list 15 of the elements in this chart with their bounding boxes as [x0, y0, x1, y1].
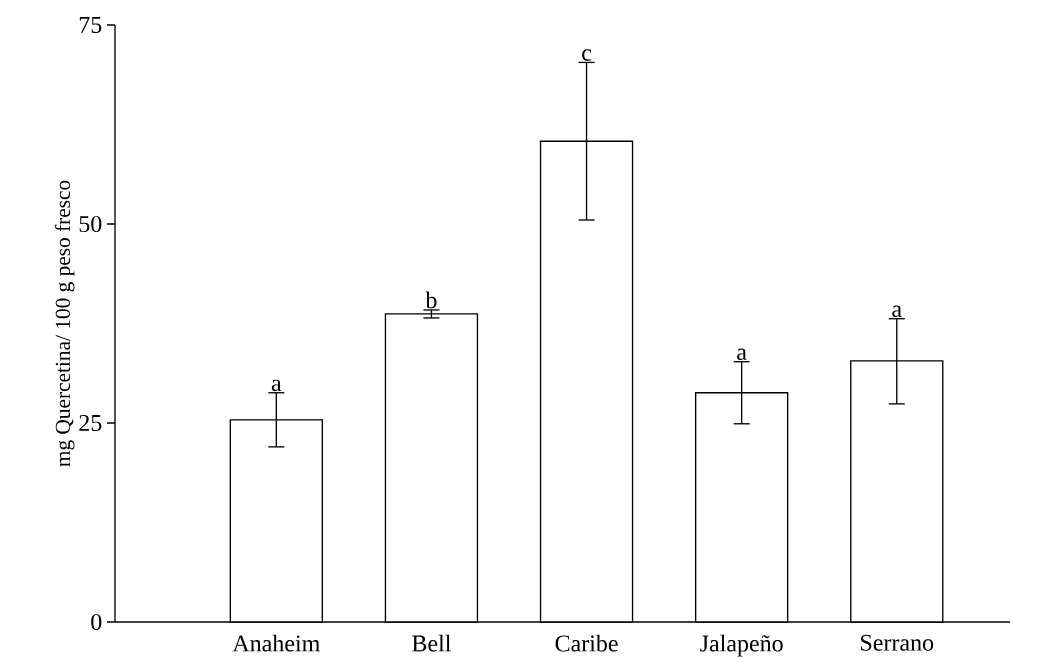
annotation: b: [425, 291, 437, 309]
annotation: a: [737, 348, 747, 361]
x-tick-label: Serrano: [861, 634, 934, 651]
x-tick-label: Caribe: [555, 634, 618, 652]
y-tick-label: 25: [79, 414, 102, 432]
y-axis-title: mg Quercetina/ 100 g peso fresco: [54, 180, 75, 467]
x-tick-label: Anaheim: [232, 634, 320, 652]
annotation: a: [271, 379, 282, 392]
x-tick-label: Bell: [412, 634, 451, 652]
y-tick-label: 0: [91, 613, 102, 631]
annotation: a: [892, 305, 902, 318]
annotation: c: [582, 49, 592, 61]
y-tick-label: 50: [79, 215, 102, 233]
x-tick-label: Jalapeño: [700, 634, 783, 657]
y-tick-label: 75: [79, 17, 102, 33]
